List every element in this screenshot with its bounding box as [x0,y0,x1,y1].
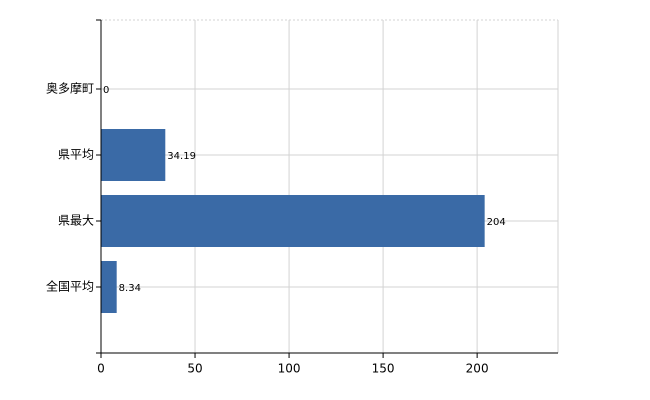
value-label: 8.34 [119,283,141,294]
y-tick-label: 全国平均 [46,279,94,294]
x-tick-label: 100 [278,362,301,376]
bar [101,129,166,181]
x-tick-label: 0 [97,362,105,376]
bar [101,261,117,313]
bar [101,195,485,247]
x-tick-label: 150 [372,362,395,376]
value-label: 0 [103,85,109,96]
x-tick-label: 50 [187,362,202,376]
value-label: 204 [487,217,506,228]
y-tick-label: 奥多摩町 [46,81,94,96]
x-tick-label: 200 [466,362,489,376]
y-tick-label: 県最大 [58,214,94,228]
value-label: 34.19 [167,151,196,162]
y-tick-label: 県平均 [58,148,94,162]
